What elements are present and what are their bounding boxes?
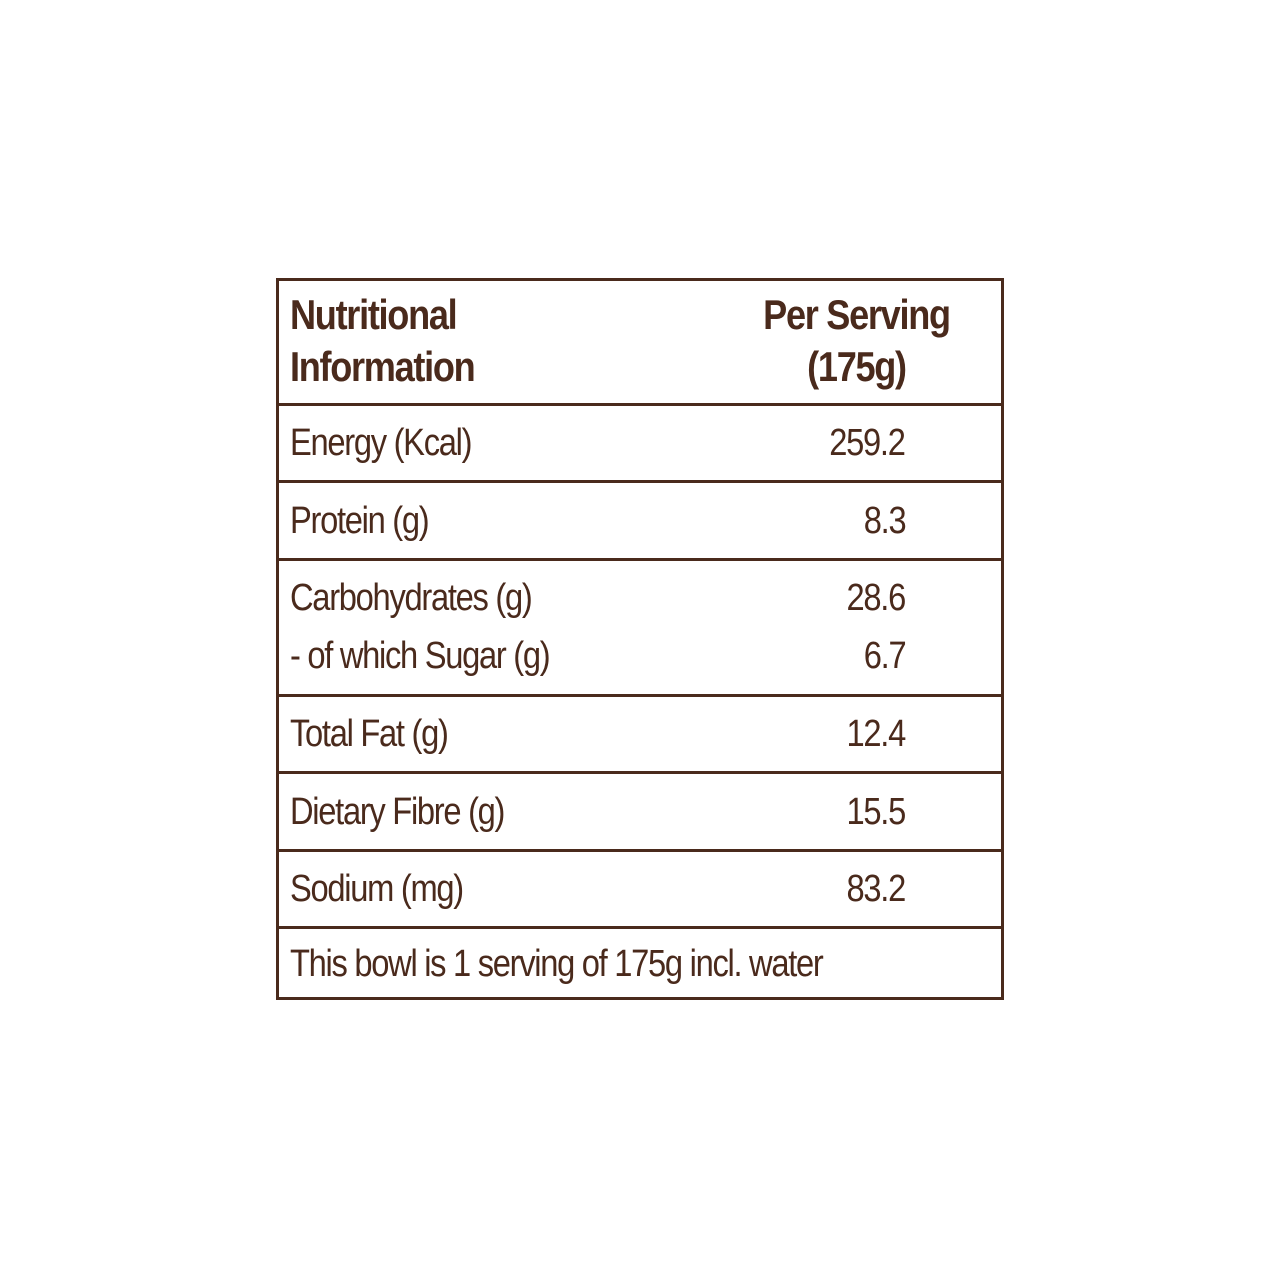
row-value-dietary-fibre: 15.5 <box>846 791 907 833</box>
header-serving-line-1: Per Serving <box>763 291 951 338</box>
header-title-line-2: Information <box>290 343 476 390</box>
header-serving-line-2: (175g) <box>807 343 907 390</box>
table-row: Carbohydrates (g) 28.6 - of which Sugar … <box>279 561 1001 697</box>
row-value-total-fat: 12.4 <box>846 713 907 755</box>
table-row: Dietary Fibre (g) 15.5 <box>279 774 1001 852</box>
footnote-text: This bowl is 1 serving of 175g incl. wat… <box>290 943 824 985</box>
table-row: Energy (Kcal) 259.2 <box>279 406 1001 483</box>
row-label-carbohydrates: Carbohydrates (g) <box>290 577 533 619</box>
table-row: Protein (g) 8.3 <box>279 483 1001 561</box>
row-value-energy: 259.2 <box>829 422 907 464</box>
row-label-sodium: Sodium (mg) <box>290 868 464 910</box>
row-label-protein: Protein (g) <box>290 500 430 542</box>
row-label-energy: Energy (Kcal) <box>290 422 472 464</box>
table-row: Sodium (mg) 83.2 <box>279 852 1001 929</box>
row-label-sugar: - of which Sugar (g) <box>290 635 551 677</box>
header-title: Nutritional Information <box>290 289 476 393</box>
row-value-sugar: 6.7 <box>863 635 906 677</box>
footnote-row: This bowl is 1 serving of 175g incl. wat… <box>279 929 1001 997</box>
table-row: Total Fat (g) 12.4 <box>279 697 1001 774</box>
table-header-row: Nutritional Information Per Serving (175… <box>279 281 1001 406</box>
row-label-total-fat: Total Fat (g) <box>290 713 449 755</box>
nutrition-table: Nutritional Information Per Serving (175… <box>276 278 1004 1000</box>
row-label-dietary-fibre: Dietary Fibre (g) <box>290 791 505 833</box>
row-value-sodium: 83.2 <box>846 868 907 910</box>
row-value-carbohydrates: 28.6 <box>846 577 907 619</box>
header-serving: Per Serving (175g) <box>763 289 951 393</box>
header-title-line-1: Nutritional <box>290 291 458 338</box>
row-value-protein: 8.3 <box>863 500 906 542</box>
